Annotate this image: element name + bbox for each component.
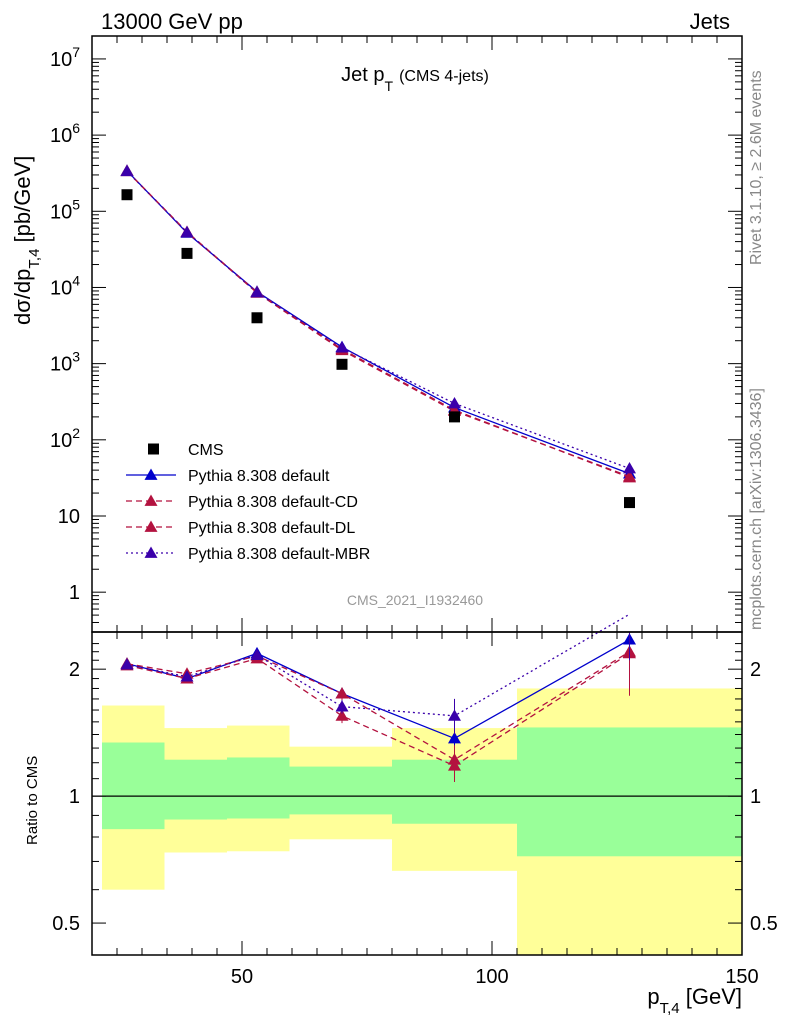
y-axis-label: dσ/dpT,4 [pb/GeV]	[10, 156, 43, 325]
x-tick-label: 150	[725, 966, 758, 988]
legend-label-2: Pythia 8.308 default-CD	[188, 494, 358, 511]
ratio-marker-3	[250, 648, 264, 660]
legend-label-3: Pythia 8.308 default-DL	[188, 520, 355, 537]
series-line-1	[126, 170, 630, 478]
legend-marker-data	[148, 443, 159, 455]
y-tick-label: 105	[50, 196, 80, 223]
title-note: (CMS 4-jets)	[399, 68, 489, 85]
ratio-series-line-2	[126, 651, 630, 761]
analysis-id-label: CMS_2021_I1932460	[347, 592, 483, 608]
y-tick-label: 106	[50, 120, 80, 147]
rivet-version-label: Rivet 3.1.10, ≥ 2.6M events	[748, 70, 765, 265]
tick-exponent: 5	[72, 196, 80, 212]
series-marker-3	[180, 225, 194, 238]
ratio-y-tick-label-right: 2	[750, 659, 761, 681]
plot-title: Jet pT (CMS 4-jets)	[341, 64, 489, 94]
stat-uncertainty-band-3	[289, 766, 392, 815]
x-label-post: [GeV]	[680, 984, 742, 1009]
ratio-y-tick-label-left: 2	[69, 659, 80, 681]
series-marker-3	[250, 285, 264, 298]
legend-label-0: CMS	[188, 442, 224, 459]
tick-exponent: 2	[72, 425, 80, 441]
legend-label-4: Pythia 8.308 default-MBR	[188, 546, 370, 563]
ratio-series-line-1	[126, 652, 630, 767]
main-plot-frame	[91, 35, 743, 633]
series-line-0	[126, 170, 630, 475]
title-main: Jet p	[341, 64, 384, 86]
x-tick-label: 100	[475, 966, 508, 988]
y-tick-label: 103	[50, 349, 80, 376]
stat-uncertainty-band-5	[517, 727, 742, 857]
legend-marker	[144, 494, 158, 506]
ratio-marker-3	[120, 658, 134, 670]
ratio-plot-frame	[91, 631, 743, 956]
tick-base: 10	[50, 125, 72, 147]
ratio-marker-2	[448, 753, 461, 765]
main-panel: Jet pT(CMS 4-jets)CMS_2021_I193246011010…	[10, 35, 743, 633]
y-tick-label: 10	[58, 506, 80, 528]
tick-base: 10	[50, 430, 72, 452]
data-point	[251, 312, 263, 324]
x-label-sub: T,4	[660, 1000, 680, 1017]
legend-marker	[144, 468, 158, 480]
ratio-y-tick-label-left: 1	[69, 786, 80, 808]
x-label-pre: p	[647, 984, 659, 1009]
data-point	[336, 358, 348, 370]
stat-uncertainty-band-1	[164, 759, 227, 820]
ratio-marker-0	[448, 731, 461, 744]
y-label-post: [pb/GeV]	[10, 156, 35, 249]
header-process-label: 13000 GeV pp	[101, 9, 243, 34]
ratio-y-tick-label-right: 0.5	[750, 913, 778, 935]
ratio-series-line-3	[126, 613, 630, 717]
ratio-marker-3	[448, 709, 461, 721]
ratio-y-tick-label-left: 0.5	[52, 913, 80, 935]
tick-exponent: 3	[72, 349, 80, 365]
legend-label-1: Pythia 8.308 default	[188, 468, 330, 485]
ratio-y-axis-label: Ratio to CMS	[24, 756, 41, 845]
series-marker-3	[120, 164, 134, 177]
y-tick-label: 104	[50, 272, 80, 299]
y-label-sub: T,4	[26, 249, 43, 269]
mcplots-label: mcplots.cern.ch [arXiv:1306.3436]	[748, 388, 765, 630]
ratio-marker-3	[180, 670, 194, 682]
x-tick-label: 50	[231, 966, 253, 988]
tick-base: 10	[50, 201, 72, 223]
series-marker-3	[623, 462, 636, 474]
tick-exponent: 7	[72, 44, 80, 60]
data-point	[181, 247, 193, 259]
y-tick-label: 107	[50, 44, 80, 71]
series-marker-3	[335, 341, 349, 353]
ratio-marker-2	[335, 687, 349, 699]
ratio-marker-1	[335, 709, 349, 721]
data-point	[121, 189, 133, 201]
ratio-panel: 0.5 0.5 1 1 2 2 50 100 150 Ratio to CMS pT,4 [GeV]	[24, 613, 778, 1017]
series-marker-2	[623, 471, 636, 483]
data-point	[624, 497, 635, 509]
series-line-2	[126, 170, 630, 479]
tick-base: 10	[50, 49, 72, 71]
series-marker-3	[448, 396, 461, 409]
data-point	[449, 411, 460, 423]
tick-base: 10	[50, 354, 72, 376]
stat-uncertainty-band-0	[102, 742, 165, 830]
ratio-y-tick-label-right: 1	[750, 786, 761, 808]
y-label-pre: dσ/dp	[10, 269, 35, 325]
y-tick-label: 102	[50, 425, 80, 452]
series-line-3	[126, 170, 630, 470]
legend-marker	[144, 520, 158, 532]
tick-exponent: 4	[72, 272, 80, 288]
tick-base: 10	[50, 277, 72, 299]
header-category-label: Jets	[690, 9, 730, 34]
x-axis-label: pT,4 [GeV]	[647, 984, 742, 1017]
y-tick-label: 1	[69, 582, 80, 604]
legend-marker	[144, 546, 158, 558]
stat-uncertainty-band-2	[227, 757, 290, 819]
title-subscript: T	[385, 78, 394, 94]
tick-exponent: 6	[72, 120, 80, 136]
ratio-marker-3	[335, 700, 349, 712]
